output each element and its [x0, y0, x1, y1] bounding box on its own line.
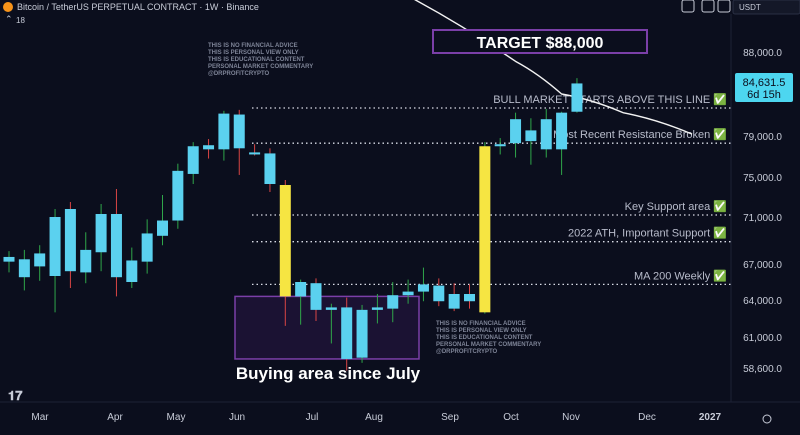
target-label: TARGET $88,000	[477, 35, 604, 52]
disclaimer-top: THIS IS NO FINANCIAL ADVICE THIS IS PERS…	[208, 43, 313, 77]
disclaimer-line: THIS IS NO FINANCIAL ADVICE	[208, 43, 298, 49]
candle-body	[448, 294, 460, 309]
level-label: MA 200 Weekly ✅	[634, 269, 727, 282]
candle-body	[49, 217, 61, 276]
level-label: BULL MARKET STARTS ABOVE THIS LINE ✅	[493, 93, 727, 106]
candle-body	[540, 119, 552, 150]
time-tick-label: May	[167, 412, 186, 423]
time-tick-label: Nov	[562, 412, 580, 423]
time-tick-label: Mar	[31, 412, 49, 423]
disclaimer-line: PERSONAL MARKET COMMENTARY	[208, 64, 313, 70]
candle-body	[371, 307, 383, 310]
disclaimer-bottom: THIS IS NO FINANCIAL ADVICE THIS IS PERS…	[436, 321, 541, 355]
price-tick-label: 79,000.0	[743, 132, 782, 143]
candle-body	[494, 144, 506, 147]
candle-body	[325, 307, 337, 310]
current-price-tag	[735, 73, 793, 102]
settings-gear-icon[interactable]	[762, 414, 772, 424]
candles	[3, 78, 583, 371]
price-tick-label: 64,000.0	[743, 296, 782, 307]
disclaimer-line: PERSONAL MARKET COMMENTARY	[436, 342, 541, 348]
time-tick-label: Dec	[638, 412, 656, 423]
bar-countdown: 6d 15h	[747, 89, 781, 101]
candle-body	[479, 146, 491, 313]
disclaimer-line: THIS IS EDUCATIONAL CONTENT	[436, 335, 533, 341]
indicator-count: 18	[16, 16, 25, 25]
price-tick-label: 61,000.0	[743, 333, 782, 344]
candle-body	[187, 146, 199, 174]
disclaimer-line: THIS IS PERSONAL VIEW ONLY	[208, 50, 299, 56]
time-tick-label: Apr	[107, 412, 123, 423]
candle-body	[464, 294, 475, 302]
price-tick-label: 58,600.0	[743, 364, 782, 375]
candle-body	[233, 114, 245, 149]
chevron-up-icon[interactable]: ⌃	[5, 14, 13, 24]
candle-body	[203, 145, 215, 150]
disclaimer-line: @DRPROFITCRYPTO	[208, 71, 270, 77]
candle-body	[433, 285, 445, 302]
level-label: Key Support area ✅	[625, 200, 728, 213]
candle-body	[110, 214, 122, 278]
candle-body	[157, 220, 168, 236]
target-box	[432, 29, 648, 54]
price-tick-label: 67,000.0	[743, 260, 782, 271]
settings-icon[interactable]	[717, 0, 731, 13]
candle-body	[556, 112, 568, 150]
price-tick-label: 88,000.0	[743, 48, 782, 59]
price-axis[interactable]: 88,000.0 79,000.0 75,000.0 71,000.0 67,000.0…	[743, 48, 782, 375]
time-tick-label: 2027	[699, 412, 722, 423]
currency-selector[interactable]	[732, 0, 800, 15]
disclaimer-line: THIS IS EDUCATIONAL CONTENT	[208, 57, 305, 63]
candle-body	[264, 153, 276, 184]
bitcoin-logo-icon	[3, 2, 13, 12]
candle-body	[18, 259, 30, 278]
time-tick-label: Sep	[441, 412, 459, 423]
candle-body	[310, 283, 322, 310]
candle-body	[141, 233, 153, 262]
candle-body	[571, 83, 583, 112]
price-tick-label: 71,000.0	[743, 213, 782, 224]
disclaimer-line: @DRPROFITCRYPTO	[436, 349, 498, 355]
candle-body	[387, 295, 399, 309]
level-lines: BULL MARKET STARTS ABOVE THIS LINE ✅ Most…	[252, 93, 731, 286]
candle-body	[126, 260, 138, 282]
level-label: Most Recent Resistance Broken ✅	[553, 128, 727, 141]
candle-body	[249, 152, 261, 155]
current-price-value: 84,631.5	[743, 77, 786, 89]
candle-body	[172, 170, 184, 221]
disclaimer-line: THIS IS NO FINANCIAL ADVICE	[436, 321, 526, 327]
lock-icon[interactable]	[701, 0, 715, 13]
disclaimer-line: THIS IS PERSONAL VIEW ONLY	[436, 328, 527, 334]
currency-label: USDT	[739, 3, 761, 12]
candle-body	[80, 249, 92, 273]
candle-body	[3, 256, 15, 262]
time-tick-label: Oct	[503, 412, 519, 423]
candle-body	[279, 185, 291, 297]
chart-title: Bitcoin / TetherUS PERPETUAL CONTRACT · …	[17, 2, 259, 12]
candle-body	[64, 209, 76, 272]
candle-body	[402, 291, 414, 296]
level-label: 2022 ATH, Important Support ✅	[568, 227, 727, 240]
fullscreen-icon[interactable]	[681, 0, 695, 13]
candle-body	[417, 284, 429, 292]
tradingview-logo-icon: 𝟏𝟕	[8, 388, 23, 403]
candle-body	[525, 130, 537, 142]
candle-body	[34, 253, 46, 267]
time-tick-label: Aug	[365, 412, 383, 423]
candle-body	[95, 214, 107, 253]
time-tick-label: Jun	[229, 412, 245, 423]
price-tick-label: 75,000.0	[743, 173, 782, 184]
indicator-toggle[interactable]: ⌃ 18	[5, 14, 25, 25]
candle-body	[295, 282, 307, 297]
candle-body	[510, 119, 522, 144]
candle-body	[356, 309, 368, 358]
candle-body	[341, 307, 353, 359]
buying-area-label: Buying area since July	[236, 364, 421, 383]
time-tick-label: Jul	[306, 412, 319, 423]
candle-body	[218, 113, 230, 150]
time-axis[interactable]: Mar Apr May Jun Jul Aug Sep Oct Nov Dec 2027	[31, 412, 721, 423]
